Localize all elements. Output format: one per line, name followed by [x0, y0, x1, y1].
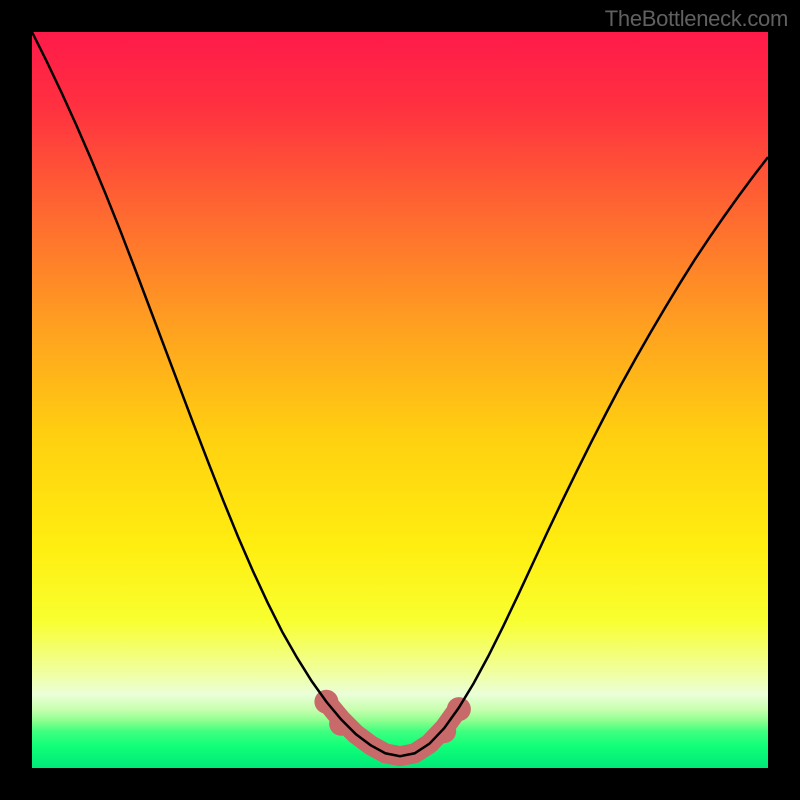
highlight-dot — [432, 719, 456, 743]
attribution-text: TheBottleneck.com — [605, 6, 788, 32]
highlight-dot — [329, 712, 353, 736]
chart-container: TheBottleneck.com — [0, 0, 800, 800]
chart-background — [32, 32, 768, 768]
bottleneck-curve-chart — [32, 32, 768, 768]
